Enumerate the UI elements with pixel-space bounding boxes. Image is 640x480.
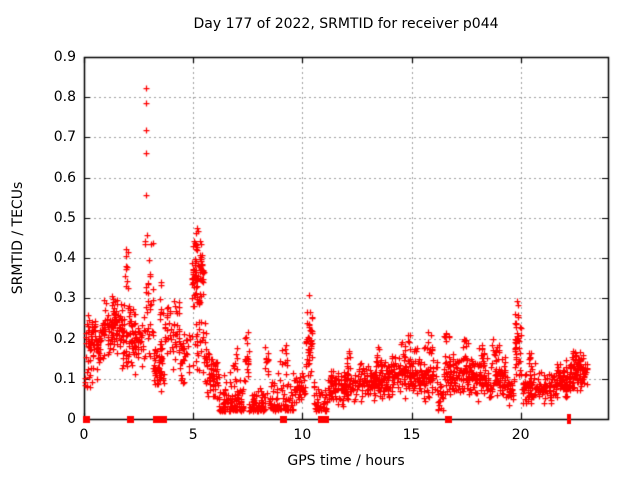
y-tick-label: 0.4 xyxy=(53,250,76,267)
y-tick-label: 0.1 xyxy=(53,370,76,387)
x-tick-label: 5 xyxy=(188,427,198,443)
x-tick-label: 20 xyxy=(511,427,530,443)
y-tick-label: 0.7 xyxy=(53,129,76,146)
y-tick-label: 0 xyxy=(67,411,76,427)
y-tick-label: 0.5 xyxy=(53,209,76,226)
y-tick-label: 0.8 xyxy=(53,89,76,106)
x-tick-label: 15 xyxy=(402,427,421,443)
y-axis-label: SRMTID / TECUs xyxy=(10,181,26,295)
y-tick-label: 0.9 xyxy=(53,49,76,65)
x-tick-label: 10 xyxy=(293,427,312,443)
chart-title: Day 177 of 2022, SRMTID for receiver p04… xyxy=(193,16,499,32)
y-tick-label: 0.2 xyxy=(53,330,76,347)
x-tick-label: 0 xyxy=(79,427,89,443)
x-axis-label: GPS time / hours xyxy=(287,453,405,469)
y-tick-label: 0.6 xyxy=(53,169,76,186)
y-tick-label: 0.3 xyxy=(53,290,76,307)
